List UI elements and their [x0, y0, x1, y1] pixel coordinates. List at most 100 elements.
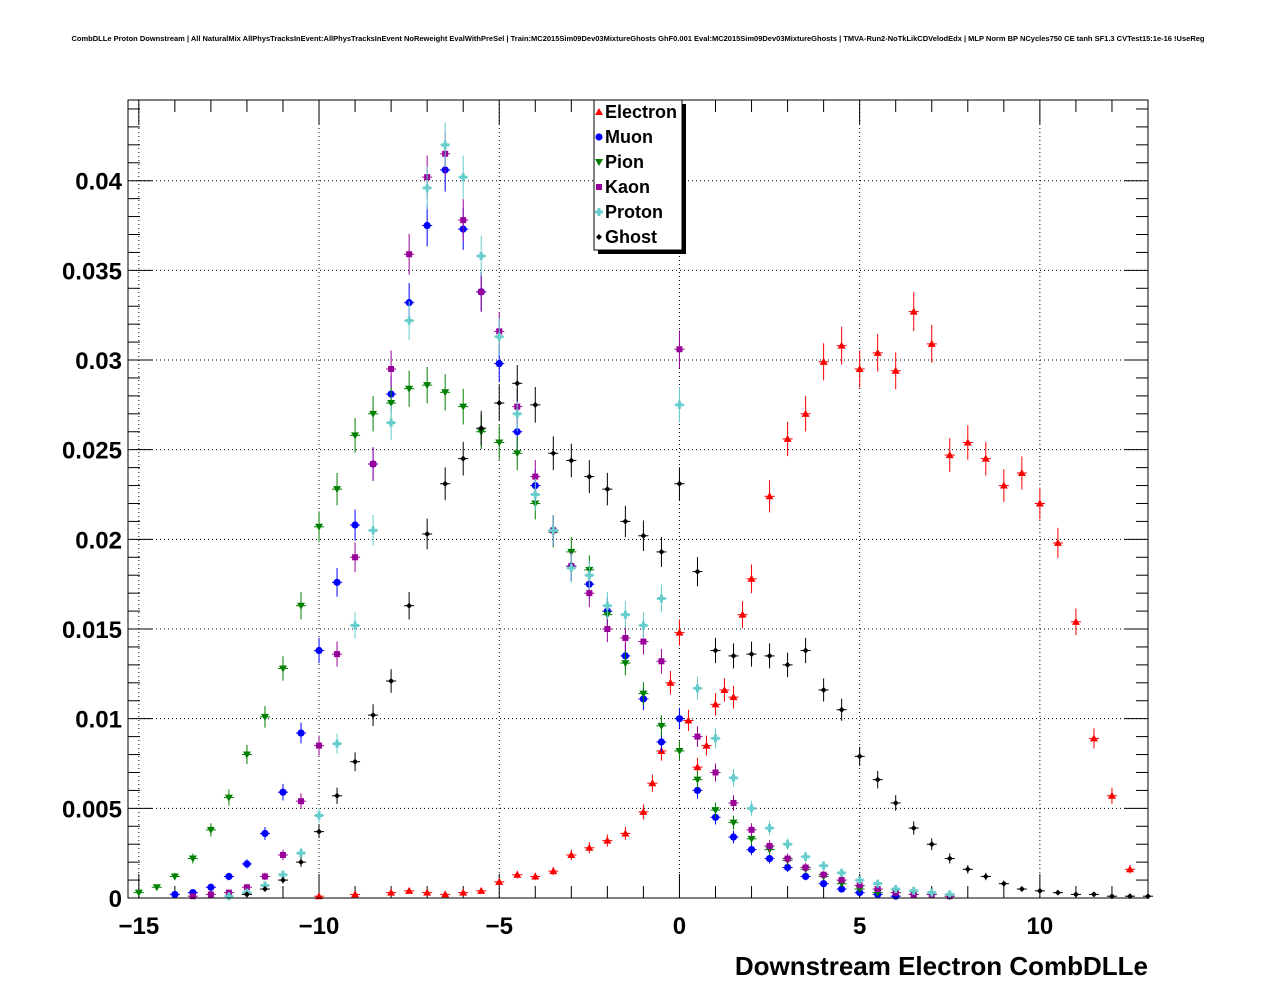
- data-point: [495, 332, 504, 341]
- data-point: [648, 779, 657, 787]
- data-point: [278, 665, 287, 673]
- x-tick-label: −10: [299, 913, 340, 940]
- data-point: [459, 403, 468, 411]
- data-point: [189, 893, 196, 900]
- data-point: [586, 473, 593, 480]
- x-tick-label: 0: [673, 913, 686, 940]
- data-point: [495, 360, 503, 368]
- x-tick-label: 5: [853, 913, 866, 940]
- x-tick-label: 10: [1027, 913, 1054, 940]
- data-point: [676, 480, 683, 487]
- data-point: [406, 602, 413, 609]
- legend-marker: [595, 133, 603, 141]
- data-point: [657, 594, 666, 603]
- data-point: [531, 490, 540, 499]
- data-point: [352, 554, 359, 561]
- data-point: [622, 518, 629, 525]
- data-point: [370, 712, 377, 719]
- data-point: [423, 183, 432, 192]
- data-point: [621, 829, 630, 837]
- data-point: [406, 251, 413, 258]
- data-point: [188, 855, 197, 863]
- data-point: [1000, 880, 1007, 887]
- data-point: [999, 481, 1008, 489]
- data-point: [243, 860, 251, 868]
- data-point: [982, 873, 989, 880]
- data-point: [370, 461, 377, 468]
- data-point: [334, 651, 341, 658]
- data-point: [585, 843, 594, 851]
- data-point: [720, 685, 729, 693]
- data-point: [224, 892, 233, 901]
- data-point: [405, 886, 414, 894]
- data-point: [352, 758, 359, 765]
- data-point: [549, 867, 558, 875]
- data-point: [279, 788, 287, 796]
- data-point: [603, 601, 612, 610]
- data-point: [640, 532, 647, 539]
- data-point: [712, 769, 719, 776]
- data-point: [297, 729, 305, 737]
- data-point: [604, 626, 611, 633]
- data-point: [532, 473, 539, 480]
- data-point: [297, 602, 306, 610]
- data-point: [766, 842, 773, 849]
- data-point: [405, 316, 414, 325]
- y-tick-label: 0.005: [62, 796, 122, 823]
- data-point: [874, 776, 881, 783]
- data-point: [640, 638, 647, 645]
- data-point: [243, 891, 250, 898]
- data-point: [1107, 791, 1116, 799]
- data-point: [837, 868, 846, 877]
- data-point: [369, 410, 378, 418]
- data-point: [946, 855, 953, 862]
- y-tick-label: 0: [109, 886, 122, 913]
- legend-marker: [595, 108, 603, 115]
- data-point: [820, 871, 827, 878]
- legend-box: [593, 99, 683, 251]
- data-point: [639, 690, 648, 698]
- data-point: [730, 652, 737, 659]
- data-point: [748, 826, 755, 833]
- data-point: [388, 678, 395, 685]
- legend-label: Muon: [605, 127, 653, 147]
- data-point: [927, 339, 936, 347]
- data-point: [891, 366, 900, 374]
- legend-marker: [595, 208, 603, 216]
- data-point: [550, 450, 557, 457]
- data-point: [819, 357, 828, 365]
- data-point: [513, 409, 522, 418]
- data-point: [729, 833, 738, 841]
- data-point: [478, 425, 485, 432]
- data-point: [856, 882, 863, 889]
- data-point: [676, 346, 683, 353]
- data-point: [729, 819, 738, 827]
- y-tick-label: 0.03: [75, 348, 122, 375]
- data-point: [315, 523, 324, 531]
- data-point: [225, 872, 233, 881]
- data-point: [1089, 734, 1098, 742]
- data-point: [334, 792, 341, 799]
- data-point: [658, 658, 665, 665]
- data-point: [873, 348, 882, 356]
- data-point: [387, 400, 396, 408]
- data-point: [766, 652, 773, 659]
- data-point: [603, 836, 612, 844]
- data-point: [207, 883, 215, 891]
- data-point: [855, 876, 864, 885]
- data-point: [801, 872, 810, 881]
- data-point: [838, 885, 846, 893]
- x-axis-title: Downstream Electron CombDLLe: [735, 951, 1148, 981]
- data-point: [405, 385, 414, 393]
- y-tick-label: 0.015: [62, 617, 122, 644]
- data-point: [315, 646, 323, 655]
- data-point: [279, 877, 286, 884]
- data-point: [702, 741, 711, 749]
- data-point: [351, 890, 360, 898]
- data-point: [1054, 889, 1061, 896]
- data-point: [711, 807, 720, 815]
- data-point: [657, 738, 666, 746]
- data-point: [207, 891, 214, 898]
- data-point: [423, 221, 431, 230]
- data-point: [531, 872, 540, 880]
